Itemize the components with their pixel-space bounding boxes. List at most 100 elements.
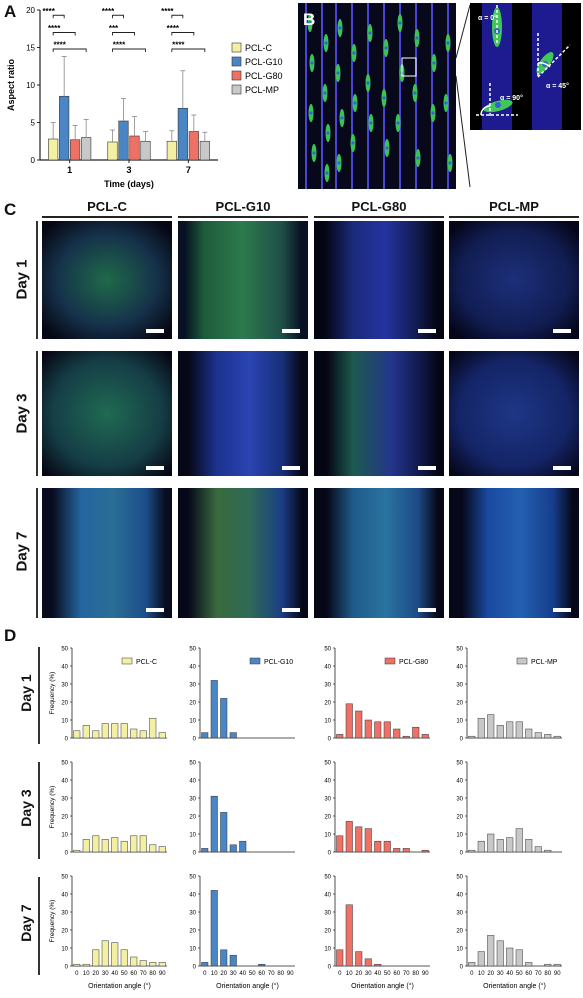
col-header-pcl-c: PCL-C: [87, 199, 127, 214]
y-tick-label: 30: [61, 911, 68, 917]
x-tick-label: 40: [239, 971, 246, 977]
histogram-bar: [496, 940, 504, 967]
nucleus: [384, 46, 388, 50]
y-tick-label: 0: [328, 851, 332, 857]
histogram-bar: [364, 958, 372, 967]
y-tick-label: 20: [456, 815, 463, 821]
y-tick-label: 0: [193, 851, 197, 857]
x-tick-label: 10: [478, 971, 485, 977]
significance-bracket: [112, 32, 135, 36]
histogram-bar: [544, 849, 552, 853]
histogram-bar: [220, 698, 228, 739]
histogram-bar: [101, 940, 109, 967]
y-tick-label: 40: [189, 893, 196, 899]
scale-bar: [553, 608, 571, 612]
histogram-bar: [355, 710, 363, 739]
y-tick-label: 20: [61, 929, 68, 935]
legend-swatch: [384, 657, 396, 665]
x-tick-label: 0: [470, 971, 474, 977]
nucleus: [385, 146, 389, 150]
x-tick-label: 20: [92, 971, 99, 977]
histogram-bar: [383, 721, 391, 739]
y-tick-label: 0: [460, 851, 464, 857]
nucleus: [326, 131, 330, 135]
histogram-bar: [82, 839, 90, 853]
x-tick-label: 60: [525, 971, 532, 977]
x-tick-label: 10: [83, 971, 90, 977]
fiber-line: [431, 3, 433, 189]
histogram-bar: [201, 962, 209, 967]
histogram-bar: [402, 848, 410, 853]
histogram-bar: [210, 680, 218, 739]
histogram-bar: [158, 962, 166, 967]
scale-bar: [282, 329, 300, 333]
histogram-bar: [120, 723, 128, 739]
histogram-bar: [139, 730, 147, 739]
significance-label: ****: [172, 41, 185, 50]
y-tick-label: 0: [193, 737, 197, 743]
histogram-bar: [468, 849, 476, 853]
significance-bracket: [52, 14, 65, 19]
y-tick-label: 10: [189, 833, 196, 839]
histogram-bar: [149, 844, 157, 853]
nucleus: [310, 61, 314, 65]
histogram-bar: [355, 951, 363, 967]
confocal-image: [42, 221, 172, 339]
y-tick-label: 10: [189, 719, 196, 725]
scale-bar: [146, 608, 164, 612]
histogram-bar: [553, 735, 561, 739]
legend-label: PCL-G10: [245, 57, 283, 67]
x-tick-label: 20: [487, 971, 494, 977]
zoom-connector: [456, 4, 471, 188]
confocal-image: [314, 351, 444, 476]
y-tick-label: 20: [456, 929, 463, 935]
nucleus: [352, 51, 356, 55]
nucleus: [382, 96, 386, 100]
x-tick-label: 3: [126, 165, 131, 175]
significance-bracket: [171, 32, 195, 36]
histogram-bar: [506, 947, 514, 967]
scale-bar: [418, 608, 436, 612]
x-tick-label: 30: [365, 971, 372, 977]
confocal-image: [42, 351, 172, 476]
histogram-bar: [210, 795, 218, 853]
legend-label: PCL-MP: [245, 85, 279, 95]
histogram-bar: [210, 890, 218, 967]
significance-bracket: [52, 48, 87, 52]
row-divider: [36, 488, 38, 618]
histogram-bar: [534, 732, 542, 739]
x-tick-label: 70: [535, 971, 542, 977]
histogram-bar: [220, 949, 228, 967]
significance-label: ****: [113, 41, 126, 50]
histogram-bar: [120, 840, 128, 853]
histogram-bar: [487, 935, 495, 967]
y-tick-label: 20: [456, 701, 463, 707]
row-label-day1: Day 1: [13, 259, 31, 300]
y-tick-label: 0: [328, 737, 332, 743]
legend-swatch: [231, 42, 242, 53]
x-tick-label: 70: [268, 971, 275, 977]
angle-label-45: α = 45°: [546, 83, 569, 90]
x-tick-label: 90: [554, 971, 561, 977]
scale-bar: [146, 466, 164, 470]
y-tick-label: 50: [456, 761, 463, 767]
histogram-bar: [468, 735, 476, 739]
fiber-line: [351, 3, 353, 189]
y-tick-label: 30: [189, 911, 196, 917]
fiber-line: [335, 3, 337, 189]
significance-label: ***: [109, 24, 119, 33]
histogram-bar: [239, 840, 247, 853]
y-tick-label: 40: [324, 893, 331, 899]
y-tick-label: 10: [61, 833, 68, 839]
y-axis-label: Aspect ratio: [6, 58, 16, 111]
significance-bracket: [171, 14, 184, 19]
nucleus: [351, 141, 355, 145]
histogram-bar: [229, 954, 237, 967]
nucleus: [413, 91, 417, 95]
x-tick-label: 80: [277, 971, 284, 977]
histogram-bar: [258, 963, 266, 967]
histogram-bar: [477, 717, 485, 739]
y-tick-label: 40: [456, 893, 463, 899]
x-tick-label: 40: [506, 971, 513, 977]
